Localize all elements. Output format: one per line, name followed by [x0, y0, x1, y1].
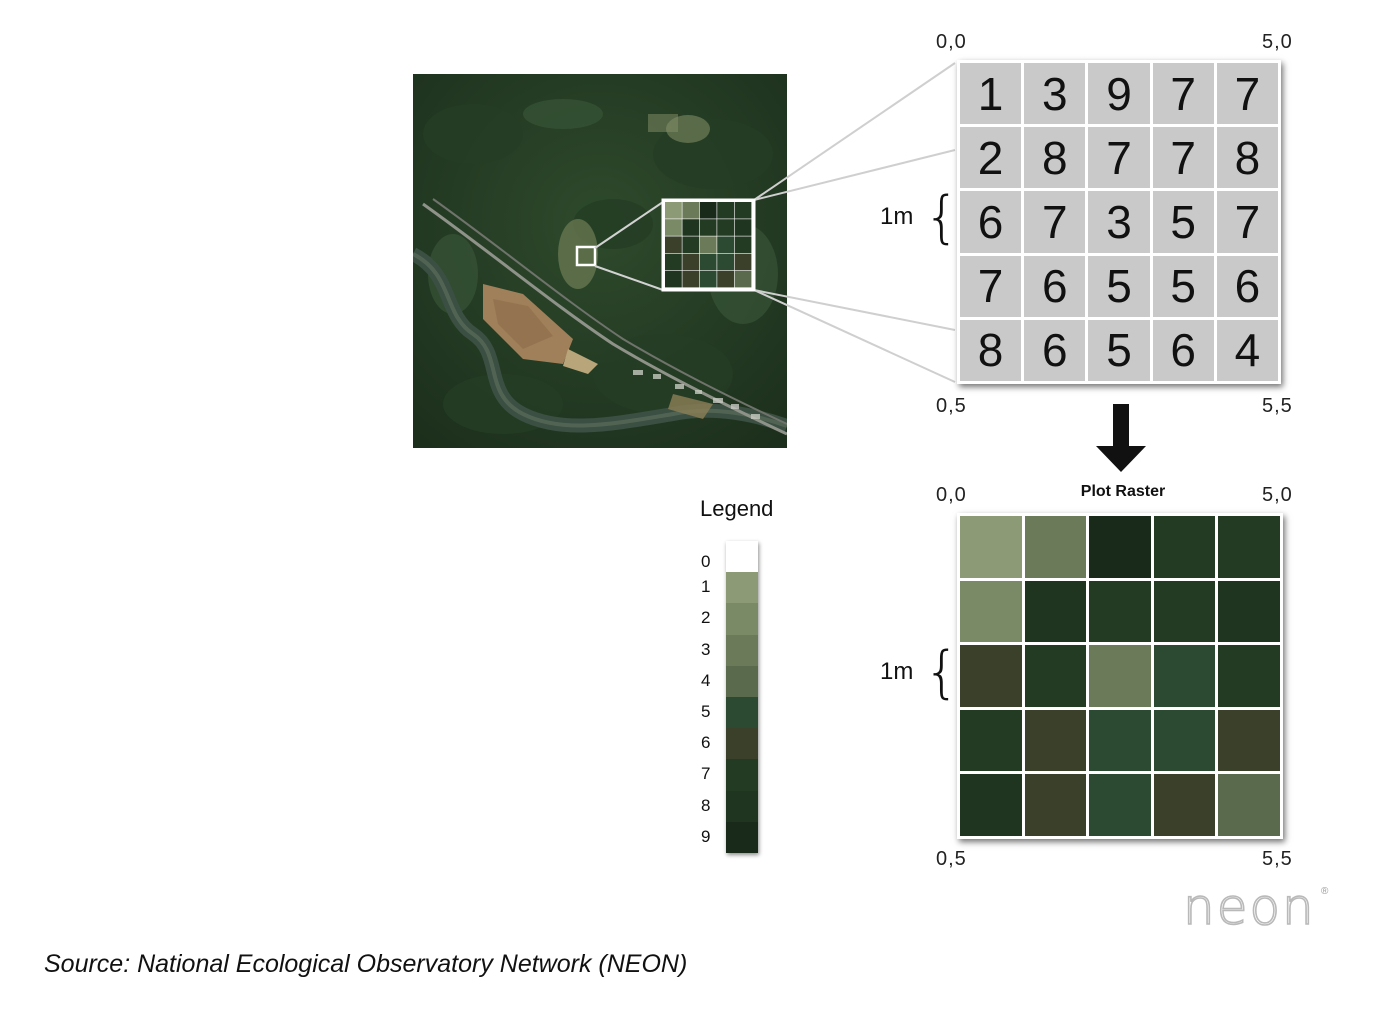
legend-swatch [726, 572, 758, 604]
raster-color-cell [1153, 774, 1216, 836]
raster-color-cell [960, 516, 1022, 578]
grid-value-cell: 8 [1216, 127, 1278, 189]
raster-coord-top-left: 0,0 [936, 484, 967, 506]
grid-value-cell: 7 [1216, 191, 1278, 253]
legend-label: 4 [701, 670, 711, 690]
coord-bottom-right: 5,5 [1262, 395, 1293, 417]
raster-color-cell [1024, 645, 1087, 707]
legend-swatch [726, 728, 758, 760]
raster-color-cell [1089, 774, 1151, 836]
legend-title: Legend [700, 496, 774, 521]
raster-coord-bottom-left: 0,5 [936, 848, 967, 870]
grid-value-cell: 7 [1152, 63, 1214, 125]
legend-swatch [726, 790, 758, 822]
raster-color-cell [1153, 580, 1216, 643]
scale-label: 1m [880, 203, 914, 230]
legend-color-bar [726, 541, 758, 853]
raster-color-cell [1153, 516, 1216, 578]
grid-value-cell: 6 [1024, 319, 1086, 381]
legend-label: 1 [701, 577, 711, 597]
grid-value-cell: 7 [1024, 191, 1086, 253]
grid-value-cell: 5 [1088, 319, 1150, 381]
neon-logo: neon [1182, 878, 1316, 936]
legend-label: 0 [701, 552, 711, 571]
raster-scale-brace: { [924, 640, 960, 705]
legend-swatch [726, 696, 758, 729]
legend-label: 6 [701, 733, 711, 753]
aerial-image [413, 74, 787, 448]
grid-value-cell: 7 [1088, 127, 1150, 189]
raster-color-cell [1089, 709, 1151, 772]
legend-label: 9 [701, 826, 711, 846]
plot-raster-grid [957, 513, 1283, 839]
legend-label: 2 [701, 608, 711, 628]
arrow-down-icon [1096, 404, 1146, 472]
source-caption: Source: National Ecological Observatory … [44, 950, 688, 978]
grid-value-cell: 6 [1152, 319, 1214, 381]
legend-swatch [726, 665, 758, 697]
raster-color-cell [1089, 516, 1151, 578]
legend-label: 8 [701, 795, 711, 815]
grid-value-cell: 7 [960, 255, 1022, 317]
scale-brace: { [924, 185, 960, 250]
grid-value-cell: 6 [1024, 255, 1086, 317]
coord-top-right: 5,0 [1262, 31, 1293, 53]
grid-value-cell: 9 [1088, 63, 1150, 125]
grid-value-cell: 3 [1088, 191, 1150, 253]
legend-swatch [726, 541, 758, 573]
grid-value-cell: 2 [960, 127, 1022, 189]
grid-value-cell: 5 [1152, 255, 1214, 317]
grid-value-cell: 7 [1152, 127, 1214, 189]
registered-mark: ® [1321, 886, 1329, 897]
raster-color-cell [1218, 516, 1280, 578]
raster-color-cell [1024, 774, 1087, 836]
plot-raster-title: Plot Raster [1080, 483, 1166, 500]
grid-value-cell: 4 [1216, 319, 1278, 381]
coord-bottom-left: 0,5 [936, 395, 967, 417]
raster-coord-bottom-right: 5,5 [1262, 848, 1293, 870]
raster-color-cell [1153, 709, 1216, 772]
raster-color-cell [1024, 580, 1087, 643]
grid-value-cell: 5 [1088, 255, 1150, 317]
raster-color-cell [1024, 516, 1087, 578]
legend-swatch [726, 759, 758, 791]
raster-coord-top-right: 5,0 [1262, 484, 1293, 506]
raster-color-cell [1218, 709, 1280, 772]
grid-value-cell: 5 [1152, 191, 1214, 253]
raster-color-cell [1024, 709, 1087, 772]
grid-value-cell: 6 [1216, 255, 1278, 317]
legend-label: 7 [701, 764, 711, 784]
raster-color-cell [1089, 580, 1151, 643]
raster-color-cell [1089, 645, 1151, 707]
grid-value-cell: 8 [960, 319, 1022, 381]
legend-swatch [726, 821, 758, 853]
raster-color-cell [960, 709, 1022, 772]
raster-color-cell [1218, 580, 1280, 643]
legend-swatch [726, 634, 758, 666]
grid-value-cell: 3 [1024, 63, 1086, 125]
grid-value-cell: 7 [1216, 63, 1278, 125]
legend-label: 5 [701, 702, 711, 721]
grid-value-cell: 1 [960, 63, 1022, 125]
raster-color-cell [960, 645, 1022, 707]
grid-value-cell: 6 [960, 191, 1022, 253]
grid-value-cell: 8 [1024, 127, 1086, 189]
coord-top-left: 0,0 [936, 31, 967, 53]
raster-color-cell [960, 580, 1022, 643]
raster-scale-label: 1m [880, 658, 914, 685]
legend-swatch [726, 603, 758, 635]
raster-color-cell [1153, 645, 1216, 707]
raster-color-cell [1218, 774, 1280, 836]
legend-label: 3 [701, 639, 711, 659]
raster-color-cell [1218, 645, 1280, 707]
raster-color-cell [960, 774, 1022, 836]
